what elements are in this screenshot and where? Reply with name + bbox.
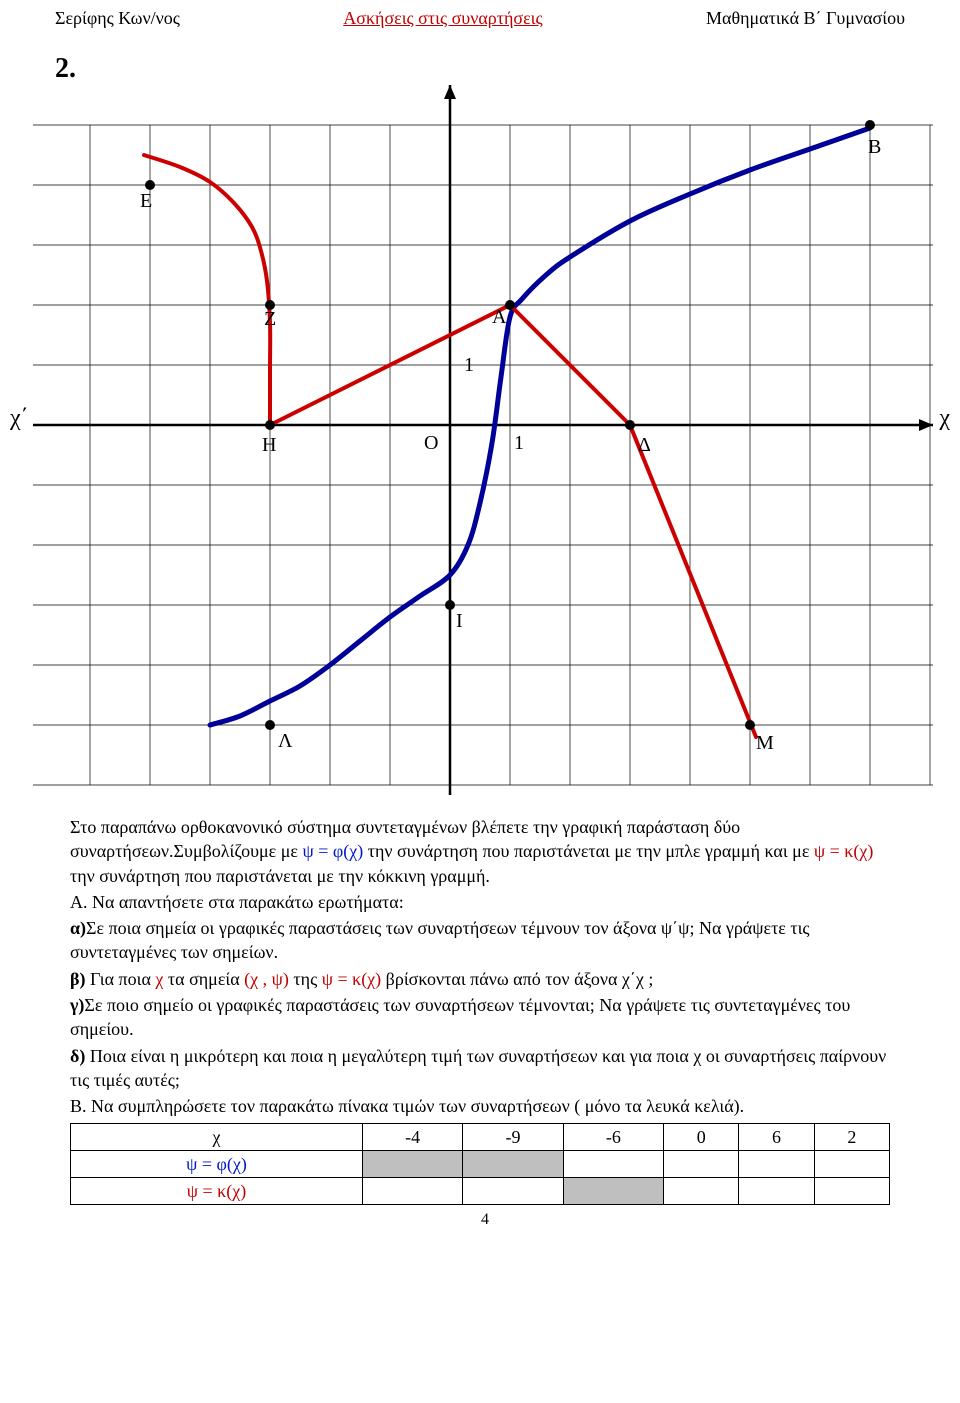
kappa-cell: [739, 1178, 814, 1205]
delta-text: Ποια είναι η μικρότερη και ποια η μεγαλύ…: [70, 1046, 886, 1090]
header-right: Μαθηματικά Β΄ Γυμνασίου: [706, 8, 905, 29]
phi-cell: [362, 1150, 462, 1177]
svg-text:Α: Α: [492, 306, 507, 328]
phi-header: ψ = φ(χ): [71, 1150, 363, 1177]
chi-cell: -4: [362, 1123, 462, 1150]
intro-b: την συνάρτηση που παριστάνεται με την μπ…: [368, 841, 814, 861]
intro-paragraph: Στο παραπάνω ορθοκανονικό σύστημα συντετ…: [70, 815, 900, 888]
chi-cell: -6: [563, 1123, 663, 1150]
exercise-number: 2.: [0, 33, 960, 85]
axis-label-x-neg: χ΄: [10, 405, 29, 432]
graph-svg: 1 1 Ο Ε Ζ Α Β Η Δ Ι Λ Μ: [0, 85, 960, 805]
svg-text:Η: Η: [262, 434, 276, 456]
beta-c: της: [289, 969, 322, 989]
page-number: 4: [70, 1205, 900, 1231]
kappa-cell: [664, 1178, 739, 1205]
chi-cell: -9: [463, 1123, 563, 1150]
beta-pair: (χ , ψ): [244, 969, 289, 989]
graph-container: χ΄ χ 1 1 Ο Ε Ζ Α Β Η Δ Ι Λ Μ: [0, 85, 960, 805]
section-A: Α. Να απαντήσετε στα παρακάτω ερωτήματα:: [70, 890, 900, 914]
phi-cell: [463, 1150, 563, 1177]
header-center: Ασκήσεις στις συναρτήσεις: [343, 8, 542, 29]
svg-text:Ι: Ι: [456, 610, 463, 632]
table-row-chi: χ -4 -9 -6 0 6 2: [71, 1123, 890, 1150]
svg-text:1: 1: [464, 354, 474, 376]
chi-cell: 6: [739, 1123, 814, 1150]
body-text: Στο παραπάνω ορθοκανονικό σύστημα συντετ…: [0, 805, 960, 1231]
gamma-label: γ): [70, 995, 84, 1015]
kappa-header: ψ = κ(χ): [71, 1178, 363, 1205]
value-table: χ -4 -9 -6 0 6 2 ψ = φ(χ) ψ = κ(χ): [70, 1123, 890, 1206]
svg-text:Δ: Δ: [638, 434, 651, 456]
phi-cell: [664, 1150, 739, 1177]
kappa-cell: [463, 1178, 563, 1205]
svg-text:Μ: Μ: [756, 732, 774, 754]
header-left: Σερίφης Κων/νος: [55, 8, 180, 29]
chi-cell: 2: [814, 1123, 889, 1150]
phi-symbol: ψ = φ(χ): [302, 841, 363, 861]
kappa-cell: [814, 1178, 889, 1205]
question-gamma: γ)Σε ποιο σημείο οι γραφικές παραστάσεις…: [70, 993, 900, 1042]
beta-label: β): [70, 969, 85, 989]
delta-label: δ): [70, 1046, 85, 1066]
svg-text:Ε: Ε: [140, 190, 152, 212]
section-B: Β. Να συμπληρώσετε τον παρακάτω πίνακα τ…: [70, 1094, 900, 1118]
phi-cell: [814, 1150, 889, 1177]
question-alpha: α)Σε ποια σημεία οι γραφικές παραστάσεις…: [70, 916, 900, 965]
intro-c: την συνάρτηση που παριστάνεται με την κό…: [70, 866, 490, 886]
alpha-label: α): [70, 918, 86, 938]
table-row-phi: ψ = φ(χ): [71, 1150, 890, 1177]
svg-text:Β: Β: [868, 136, 881, 158]
beta-b: τα σημεία: [163, 969, 244, 989]
question-beta: β) Για ποια χ τα σημεία (χ , ψ) της ψ = …: [70, 967, 900, 991]
beta-d: βρίσκονται πάνω από τον άξονα χ΄χ ;: [381, 969, 653, 989]
chi-header: χ: [71, 1123, 363, 1150]
beta-kappa: ψ = κ(χ): [322, 969, 381, 989]
phi-cell: [563, 1150, 663, 1177]
svg-text:Ζ: Ζ: [264, 308, 276, 330]
kappa-cell: [362, 1178, 462, 1205]
beta-a: Για ποια: [85, 969, 155, 989]
chi-cell: 0: [664, 1123, 739, 1150]
svg-text:Λ: Λ: [278, 730, 293, 752]
question-delta: δ) Ποια είναι η μικρότερη και ποια η μεγ…: [70, 1044, 900, 1093]
svg-text:1: 1: [514, 432, 524, 454]
phi-cell: [739, 1150, 814, 1177]
alpha-text: Σε ποια σημεία οι γραφικές παραστάσεις τ…: [70, 918, 810, 962]
axis-label-x-pos: χ: [939, 405, 950, 432]
svg-text:Ο: Ο: [424, 432, 438, 454]
kappa-cell: [563, 1178, 663, 1205]
table-row-kappa: ψ = κ(χ): [71, 1178, 890, 1205]
kappa-symbol: ψ = κ(χ): [814, 841, 873, 861]
gamma-text: Σε ποιο σημείο οι γραφικές παραστάσεις τ…: [70, 995, 850, 1039]
